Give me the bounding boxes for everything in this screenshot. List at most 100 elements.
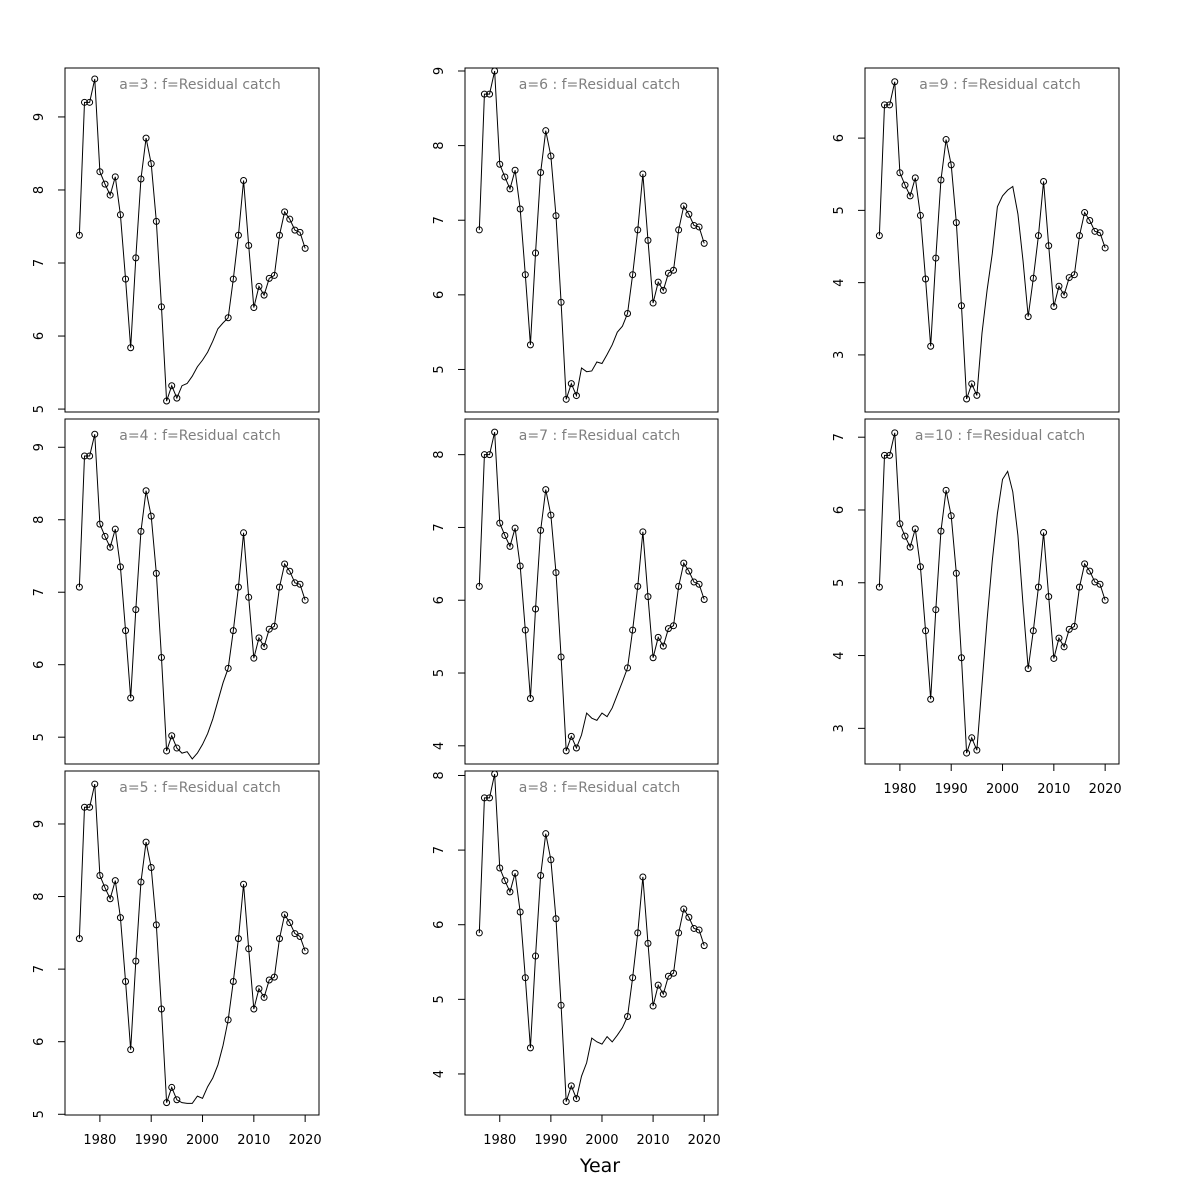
data-point — [557, 1001, 565, 1009]
data-point — [942, 136, 950, 144]
data-point — [634, 582, 642, 590]
panel: a=10 : f=Residual catch 3 4 5 6 7 1980 1990 2000… — [832, 418, 1122, 797]
y-tick-label: 9 — [32, 113, 47, 121]
data-point — [532, 605, 540, 613]
data-point — [506, 185, 514, 193]
data-point — [547, 152, 555, 160]
data-point — [486, 90, 494, 98]
data-point — [270, 271, 278, 279]
y-tick-label: 4 — [432, 742, 447, 750]
data-point — [1040, 529, 1048, 537]
series-line — [478, 773, 705, 1102]
data-point — [685, 210, 693, 218]
y-tick-label: 4 — [432, 1070, 447, 1078]
data-point — [963, 749, 971, 757]
x-tick-label: 1990 — [135, 1133, 168, 1148]
panel: a=6 : f=Residual catch 5 6 7 8 9 — [432, 67, 719, 413]
y-tick-label: 7 — [432, 216, 447, 224]
data-point — [542, 486, 550, 494]
y-tick-label: 5 — [432, 669, 447, 677]
data-point — [572, 392, 580, 400]
data-point — [86, 98, 94, 106]
series-line — [78, 78, 306, 402]
data-point — [700, 239, 708, 247]
data-point — [675, 929, 683, 937]
data-point — [659, 990, 667, 998]
data-point — [96, 168, 104, 176]
data-point — [957, 302, 965, 310]
data-point — [922, 627, 930, 635]
panel-title: a=10 : f=Residual catch — [915, 428, 1085, 444]
data-point — [973, 391, 981, 399]
data-point — [229, 627, 237, 635]
data-point — [664, 625, 672, 633]
data-point — [567, 1082, 575, 1090]
data-point — [1081, 209, 1089, 217]
data-point — [968, 734, 976, 742]
y-tick-label: 9 — [32, 443, 47, 451]
y-tick-label: 4 — [832, 278, 847, 286]
data-point — [240, 880, 248, 888]
data-point — [486, 451, 494, 459]
data-point — [168, 732, 176, 740]
data-point — [96, 872, 104, 880]
series-line — [478, 431, 705, 752]
data-point — [255, 282, 263, 290]
data-point — [224, 1016, 232, 1024]
data-point — [670, 266, 678, 274]
data-point — [680, 905, 688, 913]
data-point — [173, 394, 181, 402]
data-point — [572, 744, 580, 752]
data-point — [506, 888, 514, 896]
data-point — [122, 627, 130, 635]
data-point — [562, 747, 570, 755]
x-tick-label: 2000 — [986, 782, 1019, 797]
y-tick-label: 6 — [32, 332, 47, 340]
x-tick-label: 2020 — [289, 1133, 322, 1148]
data-point — [116, 914, 124, 922]
data-point — [639, 170, 647, 178]
data-point — [552, 569, 560, 577]
data-point — [234, 935, 242, 943]
data-point — [649, 1002, 657, 1010]
data-point — [496, 519, 504, 527]
panel-title: a=4 : f=Residual catch — [119, 428, 280, 444]
panel: a=4 : f=Residual catch 5 6 7 8 9 — [32, 418, 320, 765]
data-point — [1091, 227, 1099, 235]
data-point — [1034, 232, 1042, 240]
data-point — [562, 395, 570, 403]
data-point — [501, 877, 509, 885]
data-point — [886, 101, 894, 109]
data-point — [152, 569, 160, 577]
x-tick-label: 2020 — [1089, 782, 1122, 797]
x-tick-label: 2010 — [1037, 782, 1070, 797]
data-point — [670, 969, 678, 977]
data-point — [265, 976, 273, 984]
data-point — [511, 166, 519, 174]
data-point — [952, 569, 960, 577]
y-tick-label: 8 — [32, 892, 47, 900]
panel: a=7 : f=Residual catch 4 5 6 7 8 — [432, 418, 719, 765]
data-point — [521, 271, 529, 279]
panel-title: a=3 : f=Residual catch — [119, 77, 280, 93]
data-point — [122, 275, 130, 283]
data-point — [906, 192, 914, 200]
x-tick-label: 1990 — [935, 782, 968, 797]
panel: a=5 : f=Residual catch 5 6 7 8 9 1980 1990 2000 2… — [32, 770, 322, 1148]
data-point — [301, 596, 309, 604]
data-point — [301, 947, 309, 955]
data-point — [86, 452, 94, 460]
plot-box — [864, 418, 1120, 765]
data-point — [224, 314, 232, 322]
data-point — [106, 543, 114, 551]
y-tick-label: 8 — [432, 141, 447, 149]
data-point — [255, 634, 263, 642]
plot-box — [464, 67, 719, 413]
plot-box — [464, 770, 719, 1116]
data-point — [542, 830, 550, 838]
data-point — [291, 930, 299, 938]
data-point — [521, 626, 529, 634]
data-point — [296, 580, 304, 588]
data-point — [229, 977, 237, 985]
data-point — [557, 653, 565, 661]
